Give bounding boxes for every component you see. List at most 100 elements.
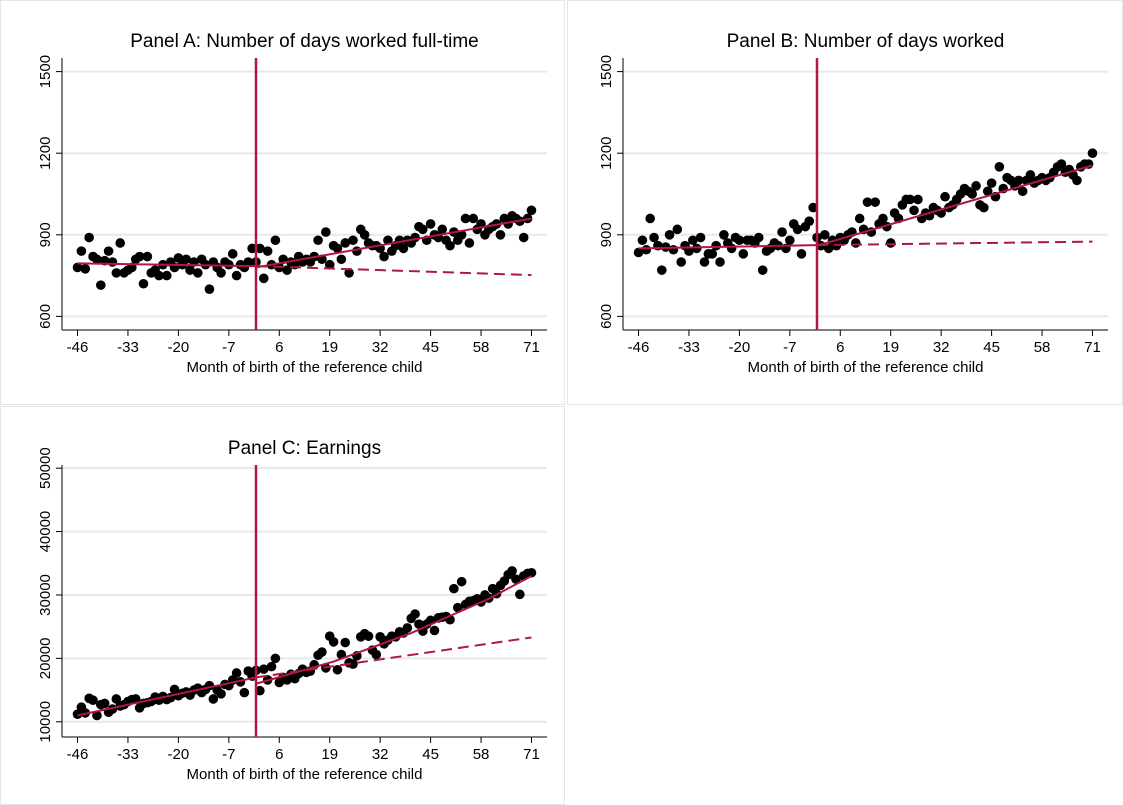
point (526, 205, 537, 216)
point (885, 238, 896, 248)
x-axis-title: Month of birth of the reference child (187, 359, 423, 376)
point (414, 619, 424, 629)
point (707, 249, 718, 259)
x-tick-label: 19 (321, 339, 338, 356)
point (313, 235, 323, 246)
point (402, 623, 413, 633)
point (161, 270, 172, 281)
point (971, 181, 981, 191)
point (107, 257, 118, 267)
point (282, 265, 292, 275)
point (691, 243, 702, 254)
x-tick-label: 71 (523, 746, 540, 763)
point (336, 254, 347, 265)
y-tick-label: 1200 (598, 137, 615, 170)
counterfactual-line (816, 240, 1093, 247)
point (328, 637, 339, 647)
x-tick-label: 32 (372, 746, 389, 763)
point (258, 273, 269, 284)
x-tick-label: -20 (168, 746, 190, 763)
point (270, 235, 281, 246)
point (80, 264, 91, 274)
point (452, 602, 463, 613)
point (437, 224, 448, 235)
point (515, 589, 525, 600)
x-tick-label: -20 (168, 339, 190, 356)
point (808, 202, 818, 213)
point (227, 249, 238, 259)
point (321, 227, 331, 237)
point (940, 191, 950, 202)
y-tick-label: 40000 (37, 511, 54, 553)
point (526, 567, 537, 578)
point (115, 238, 125, 248)
point (410, 232, 420, 243)
point (785, 235, 795, 246)
point (363, 631, 374, 641)
point (792, 224, 803, 235)
x-tick-label: -46 (67, 746, 89, 763)
x-tick-label: -33 (117, 746, 139, 763)
point (1025, 170, 1036, 180)
point (967, 189, 977, 199)
point (375, 632, 385, 642)
y-tick-label: 10000 (37, 701, 54, 743)
point (239, 687, 250, 698)
x-axis-title: Month of birth of the reference child (748, 359, 984, 376)
point (332, 664, 343, 675)
point (1087, 148, 1098, 158)
point (204, 284, 215, 295)
fit-line (77, 262, 257, 268)
point (425, 219, 436, 229)
point (317, 647, 327, 657)
point (905, 194, 915, 205)
point (231, 668, 242, 678)
point (138, 278, 149, 289)
point (398, 243, 409, 254)
x-tick-label: 32 (933, 339, 950, 356)
point (1072, 175, 1082, 186)
x-axis-title: Month of birth of the reference child (187, 766, 423, 783)
panel-frame (567, 0, 1123, 405)
point (870, 197, 880, 207)
x-tick-label: 19 (882, 339, 899, 356)
point (460, 213, 471, 224)
point (851, 238, 861, 248)
point (649, 232, 659, 243)
point (247, 243, 257, 254)
x-tick-label: -33 (117, 339, 139, 356)
point (181, 254, 191, 265)
point (719, 230, 729, 240)
point (986, 178, 997, 188)
point (340, 637, 351, 648)
x-tick-label: -7 (222, 339, 235, 356)
point (1017, 186, 1028, 197)
x-tick-label: 45 (422, 339, 439, 356)
point (796, 249, 807, 259)
x-tick-label: -20 (729, 339, 751, 356)
point (76, 246, 87, 256)
point (1013, 175, 1024, 186)
x-tick-label: 58 (473, 339, 490, 356)
point (684, 246, 694, 256)
point (418, 224, 428, 235)
point (757, 265, 768, 275)
point (641, 244, 652, 255)
point (255, 685, 265, 696)
point (657, 265, 667, 275)
point (909, 205, 919, 216)
point (699, 257, 710, 267)
point (185, 265, 195, 275)
point (676, 257, 686, 267)
point (193, 268, 203, 278)
x-tick-label: -7 (783, 339, 796, 356)
x-tick-label: 58 (1034, 339, 1051, 356)
point (672, 224, 683, 235)
point (72, 709, 83, 719)
point (695, 232, 706, 243)
x-tick-label: 32 (372, 339, 389, 356)
chart-title: Panel C: Earnings (228, 438, 381, 459)
point (726, 243, 737, 254)
point (637, 235, 648, 246)
point (371, 649, 382, 660)
